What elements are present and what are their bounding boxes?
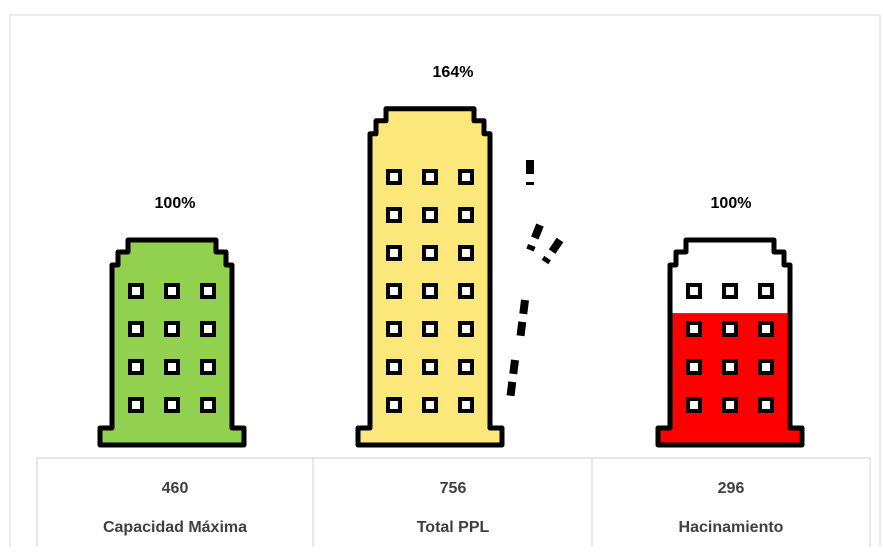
percentage-label: 100% bbox=[155, 195, 196, 212]
window bbox=[686, 283, 702, 299]
window bbox=[386, 321, 402, 337]
window bbox=[686, 397, 702, 413]
window bbox=[200, 283, 216, 299]
table-category: Capacidad Máxima bbox=[103, 519, 247, 536]
window bbox=[758, 321, 774, 337]
window bbox=[386, 207, 402, 223]
window bbox=[722, 397, 738, 413]
window bbox=[386, 397, 402, 413]
window bbox=[422, 321, 438, 337]
crack bbox=[506, 160, 564, 401]
window bbox=[758, 283, 774, 299]
window bbox=[128, 359, 144, 375]
window bbox=[458, 321, 474, 337]
window bbox=[422, 169, 438, 185]
window bbox=[686, 321, 702, 337]
table-category: Hacinamiento bbox=[679, 519, 784, 536]
window bbox=[458, 207, 474, 223]
window bbox=[722, 321, 738, 337]
window bbox=[458, 245, 474, 261]
window bbox=[458, 359, 474, 375]
window bbox=[200, 397, 216, 413]
percentage-label: 164% bbox=[433, 64, 474, 81]
window bbox=[200, 321, 216, 337]
window bbox=[386, 283, 402, 299]
window bbox=[128, 321, 144, 337]
table-value: 296 bbox=[718, 480, 745, 497]
window bbox=[386, 359, 402, 375]
window bbox=[386, 245, 402, 261]
window bbox=[458, 169, 474, 185]
window bbox=[200, 359, 216, 375]
percentage-label: 100% bbox=[711, 195, 752, 212]
window bbox=[386, 169, 402, 185]
window bbox=[128, 397, 144, 413]
frame bbox=[9, 14, 881, 552]
window bbox=[128, 283, 144, 299]
building-outline bbox=[355, 106, 505, 448]
building-fill bbox=[358, 108, 502, 446]
window bbox=[722, 359, 738, 375]
window bbox=[164, 321, 180, 337]
building-fill bbox=[100, 240, 244, 445]
window bbox=[722, 283, 738, 299]
window bbox=[422, 359, 438, 375]
building-outline bbox=[655, 237, 805, 448]
table-value: 460 bbox=[162, 480, 189, 497]
window bbox=[686, 359, 702, 375]
table-value: 756 bbox=[440, 480, 467, 497]
window bbox=[758, 359, 774, 375]
table-category: Total PPL bbox=[417, 519, 490, 536]
building-outline bbox=[97, 237, 247, 448]
window bbox=[458, 283, 474, 299]
window bbox=[422, 397, 438, 413]
window bbox=[164, 283, 180, 299]
window bbox=[164, 359, 180, 375]
window bbox=[458, 397, 474, 413]
table bbox=[36, 457, 871, 552]
window bbox=[758, 397, 774, 413]
window bbox=[422, 207, 438, 223]
window bbox=[422, 283, 438, 299]
window bbox=[422, 245, 438, 261]
window bbox=[164, 397, 180, 413]
